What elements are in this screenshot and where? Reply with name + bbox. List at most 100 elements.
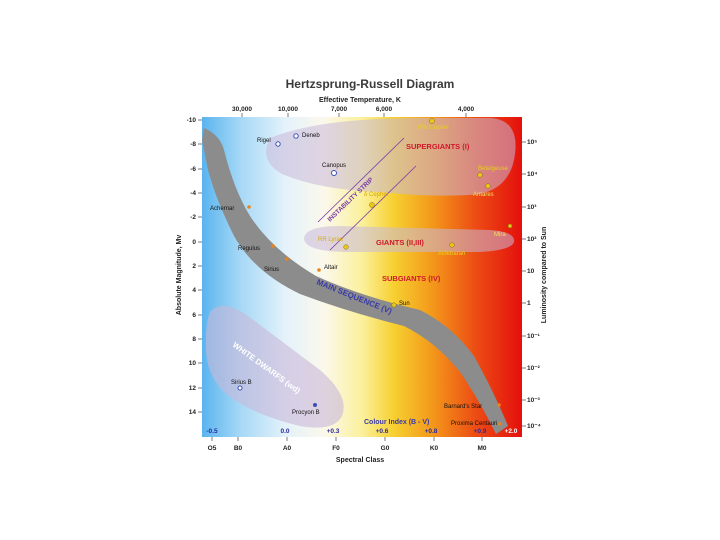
star-sirius-b	[237, 385, 243, 391]
left-tick: 10	[189, 360, 197, 367]
colour-index-value: +0.6	[376, 428, 389, 435]
diagram-title: Hertzsprung-Russell Diagram	[286, 77, 455, 91]
right-tick: 10	[527, 268, 535, 275]
star-label-achernar: Achernar	[210, 206, 234, 212]
top-tick: 4,000	[458, 106, 475, 113]
right-tick: 10⁻¹	[527, 333, 540, 340]
star-label-rw-cephei: RW Cephei	[418, 125, 449, 131]
bottom-tick: G0	[381, 445, 390, 452]
star-betelgeuse	[477, 172, 483, 178]
star-barnards	[497, 403, 501, 407]
star-antares	[485, 183, 491, 189]
right-tick: 10⁵	[527, 139, 537, 146]
supergiants-region	[266, 118, 516, 196]
colour-index-value: -0.5	[206, 428, 218, 435]
subgiants-label: SUBGIANTS (IV)	[382, 274, 441, 283]
star-label-antares: Antares	[473, 192, 494, 198]
left-tick: 8	[192, 336, 196, 343]
right-axis-label: Luminosity compared to Sun	[541, 227, 548, 323]
star-rigel	[275, 141, 281, 147]
star-label-rigel: Rigel	[257, 138, 271, 144]
right-axis-ticks: 10⁵ 10⁴ 10³ 10² 10 1 10⁻¹ 10⁻² 10⁻³ 10⁻⁴	[527, 139, 541, 430]
left-tick: -6	[190, 166, 196, 173]
giants-region	[304, 226, 515, 252]
right-tick: 10³	[527, 204, 537, 211]
star-label-proxima: Proxima Centauri	[451, 421, 497, 427]
star-label-canopus: Canopus	[322, 163, 346, 169]
star-procyon-b	[313, 403, 317, 407]
star-label-rr-lyrae: RR Lyrae	[318, 237, 344, 243]
left-tick: -2	[190, 214, 196, 221]
star-label-sirius: Sirius	[264, 267, 279, 273]
star-label-sirius-b: Sirius B	[231, 380, 252, 386]
star-altair	[317, 268, 321, 272]
star-aldebaran	[449, 242, 455, 248]
star-label-aldebaran: Aldebaran	[438, 251, 465, 257]
colour-index-value: +0.3	[327, 428, 340, 435]
bottom-tick-marks	[211, 437, 483, 441]
left-tick: 14	[189, 409, 197, 416]
star-label-deneb: Deneb	[302, 133, 320, 139]
star-label-altair: Altair	[324, 265, 338, 271]
left-tick: 2	[192, 263, 196, 270]
bottom-tick: A0	[283, 445, 292, 452]
bottom-axis-ticks: O5 B0 A0 F0 G0 K0 M0	[208, 445, 487, 452]
instability-strip	[317, 137, 417, 251]
colour-index-value: +2.0	[505, 428, 518, 435]
bottom-tick: M0	[477, 445, 486, 452]
left-tick: -8	[190, 141, 196, 148]
colour-index-value: +0.8	[425, 428, 438, 435]
left-tick: 12	[189, 385, 197, 392]
colour-index-label: Colour Index (B - V)	[364, 419, 429, 426]
stars	[237, 118, 513, 426]
bottom-tick: O5	[208, 445, 217, 452]
top-tick: 6,000	[376, 106, 393, 113]
star-mira	[507, 223, 513, 229]
star-label-delta-cephei: δ Cephei	[364, 192, 388, 198]
top-tick: 30,000	[232, 106, 252, 113]
left-tick-marks	[198, 119, 202, 413]
bottom-tick: F0	[332, 445, 340, 452]
left-tick: -10	[187, 117, 197, 124]
right-tick: 10⁻²	[527, 365, 541, 372]
colour-index-values: -0.5 0.0 +0.3 +0.6 +0.8 +0.9 +2.0	[206, 428, 517, 435]
star-sun	[391, 302, 397, 308]
left-axis-label: Absolute Magnitude, Mv	[176, 235, 183, 316]
top-axis-label: Effective Temperature, K	[319, 97, 401, 104]
colour-index-value: 0.0	[280, 428, 289, 435]
star-label-barnards: Barnard's Star	[444, 404, 482, 410]
supergiants-label: SUPERGIANTS (I)	[406, 142, 470, 151]
right-tick: 10⁻³	[527, 397, 541, 404]
star-label-sun: Sun	[399, 301, 410, 307]
right-tick: 10²	[527, 236, 537, 243]
white-dwarfs-region	[205, 305, 344, 428]
left-axis-ticks: -10 -8 -6 -4 -2 0 2 4 6 8 10 12 14	[187, 117, 197, 416]
star-achernar	[247, 205, 251, 209]
top-tick: 7,000	[331, 106, 348, 113]
right-tick: 10⁴	[527, 171, 537, 178]
top-tick-marks	[241, 113, 467, 117]
star-proxima	[498, 422, 502, 426]
star-label-regulus: Regulus	[238, 246, 260, 252]
right-tick: 1	[527, 300, 531, 307]
star-sirius	[285, 257, 289, 261]
top-tick: 10,000	[278, 106, 298, 113]
left-tick: -4	[190, 190, 196, 197]
left-tick: 0	[192, 239, 196, 246]
top-axis-ticks: 30,000 10,000 7,000 6,000 4,000	[232, 106, 474, 113]
colour-index-value: +0.9	[474, 428, 487, 435]
star-rw-cephei	[429, 118, 435, 124]
bottom-tick: K0	[430, 445, 439, 452]
star-labels: Rigel Deneb Canopus RW Cephei Betelgeuse…	[210, 125, 509, 427]
star-label-procyon-b: Procyon B	[292, 410, 320, 416]
bottom-axis-label: Spectral Class	[336, 457, 384, 464]
star-label-mira: Mira	[494, 232, 506, 238]
star-delta-cephei	[369, 202, 375, 208]
star-rr-lyrae	[343, 244, 349, 250]
left-tick: 6	[192, 312, 196, 319]
star-label-betelgeuse: Betelgeuse	[478, 166, 509, 172]
star-canopus	[331, 170, 337, 176]
star-deneb	[293, 133, 299, 139]
bottom-tick: B0	[234, 445, 243, 452]
